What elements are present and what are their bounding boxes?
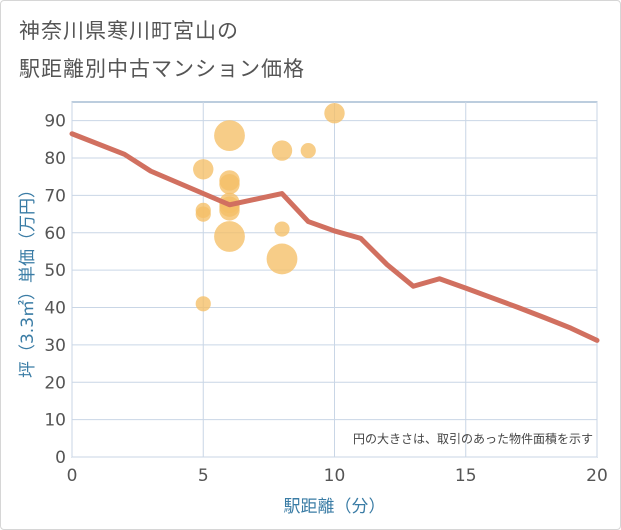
bubble: [324, 103, 345, 124]
y-tick-label: 80: [44, 149, 66, 169]
y-tick-label: 90: [44, 112, 66, 132]
y-tick-label: 10: [44, 411, 66, 431]
grid-layer: [71, 101, 598, 458]
x-tick-label: 0: [67, 466, 78, 486]
bubble: [214, 120, 245, 152]
x-tick-label: 10: [324, 466, 346, 486]
y-tick-label: 30: [44, 336, 66, 356]
bubble: [214, 221, 245, 252]
y-tick-label: 70: [44, 186, 66, 206]
trend-layer: [69, 131, 600, 343]
y-axis-label: 坪（3.3㎡）単価（万円）: [18, 181, 38, 378]
x-tick-label: 15: [455, 466, 477, 486]
trend-line: [69, 131, 600, 343]
y-tick-label: 50: [44, 261, 66, 281]
bubble-layer: [193, 103, 345, 312]
bubble: [266, 243, 298, 275]
y-tick-label: 20: [44, 373, 66, 393]
bubble: [219, 174, 240, 195]
bubble: [274, 221, 290, 237]
bubble: [195, 296, 211, 312]
x-tick-label: 5: [198, 466, 209, 486]
y-tick-label: 40: [44, 299, 66, 319]
bubble: [195, 206, 211, 222]
bubble: [271, 140, 293, 161]
chart-title-line-1: 神奈川県寒川町宮山の: [19, 19, 239, 43]
size-note: 円の大きさは、取引のあった物件面積を示す: [353, 431, 593, 446]
bubble: [300, 142, 316, 159]
tick-layer: 0 10 20 30 40 50 60 70 80 90 0 5 10 15 20: [44, 112, 607, 486]
y-tick-label: 60: [44, 224, 66, 244]
chart-title-line-2: 駅距離別中古マンション価格: [19, 57, 305, 81]
bubble: [193, 159, 214, 180]
x-axis-label: 駅距離（分）: [284, 497, 386, 517]
y-tick-label: 0: [55, 448, 66, 468]
x-tick-label: 20: [586, 466, 608, 486]
